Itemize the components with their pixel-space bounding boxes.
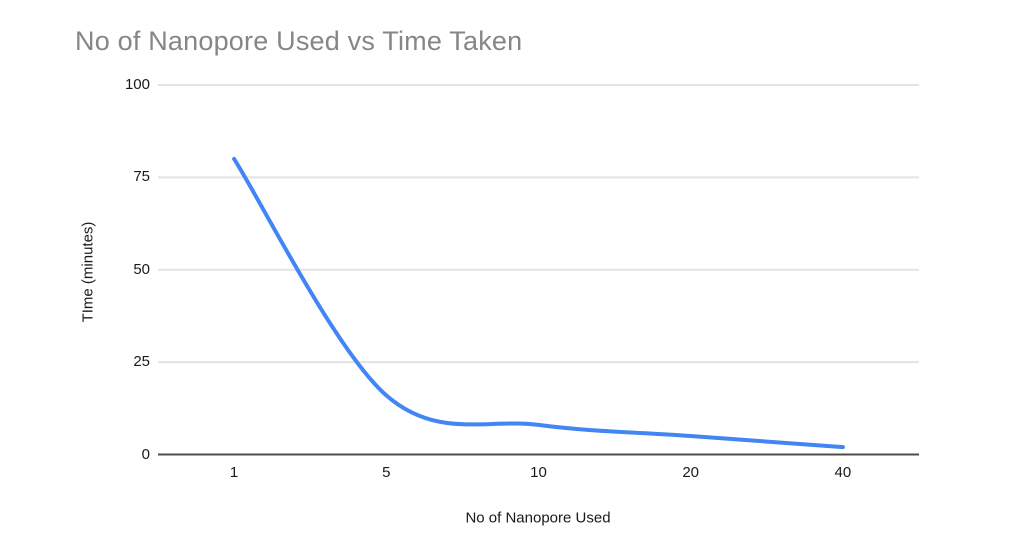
x-axis-title: No of Nanopore Used <box>465 509 611 527</box>
y-tick-label: 0 <box>141 445 150 463</box>
y-tick-label: 75 <box>133 168 150 186</box>
y-tick-label: 25 <box>133 353 150 371</box>
y-tick-label: 50 <box>133 260 150 278</box>
y-tick-label: 100 <box>124 76 150 93</box>
x-tick-label: 20 <box>682 464 700 481</box>
series-line <box>232 156 845 450</box>
x-tick-label: 40 <box>834 464 852 481</box>
x-tick-label: 1 <box>229 464 239 481</box>
x-tick-label: 5 <box>382 464 391 481</box>
x-tick-label: 10 <box>530 464 547 481</box>
chart-title: No of Nanopore Used vs Time Taken <box>75 26 523 56</box>
